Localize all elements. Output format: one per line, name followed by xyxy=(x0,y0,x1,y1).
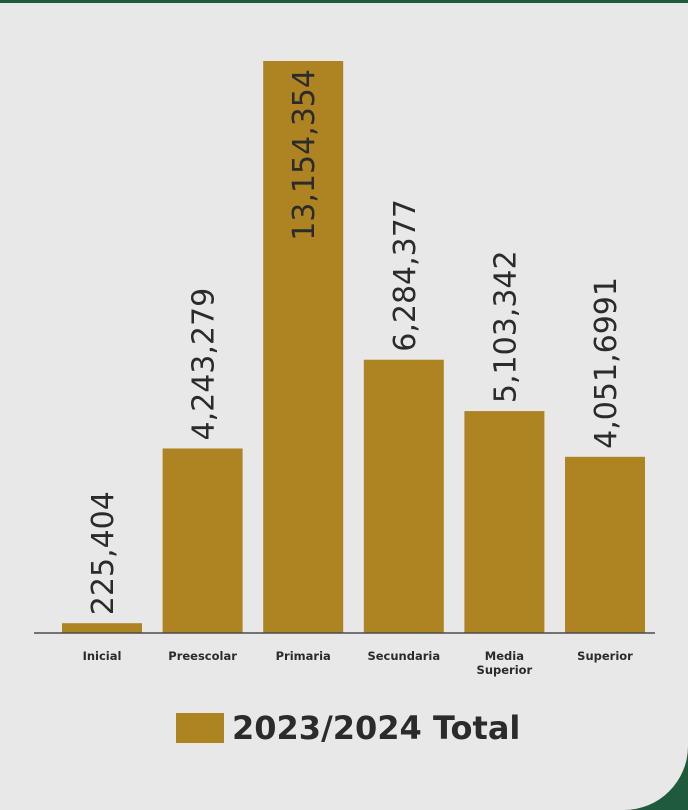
bar-chart: 225,404 4,243,279 13,154,354 6,284,377 5,103… xyxy=(34,61,655,677)
data-label-1: 4,243,279 xyxy=(187,288,222,441)
bar-3 xyxy=(363,359,444,633)
data-label-4: 5,103,342 xyxy=(488,250,523,403)
bar-2 xyxy=(263,61,344,633)
tick-label-2: Primaria xyxy=(276,649,331,663)
data-label-5: 4,051,6991 xyxy=(589,277,624,449)
bar-0 xyxy=(62,623,142,633)
bar-1 xyxy=(162,448,243,633)
chart-panel xyxy=(0,3,688,810)
legend: 2023/2024 Total xyxy=(176,708,520,748)
legend-swatch xyxy=(176,713,224,743)
tick-label-0: Inicial xyxy=(83,649,122,663)
data-label-2: 13,154,354 xyxy=(287,69,322,241)
data-label-3: 6,284,377 xyxy=(388,199,423,352)
tick-label-5: Superior xyxy=(577,649,633,663)
tick-label-3: Secundaria xyxy=(367,649,440,663)
data-label-0: 225,404 xyxy=(86,491,121,615)
bar-4 xyxy=(464,411,545,633)
tick-label-1: Preescolar xyxy=(168,649,237,663)
legend-label: 2023/2024 Total xyxy=(232,709,521,747)
top-accent-border xyxy=(0,0,688,3)
tick-label-4: Media Superior xyxy=(477,649,533,677)
bar-5 xyxy=(565,456,645,633)
